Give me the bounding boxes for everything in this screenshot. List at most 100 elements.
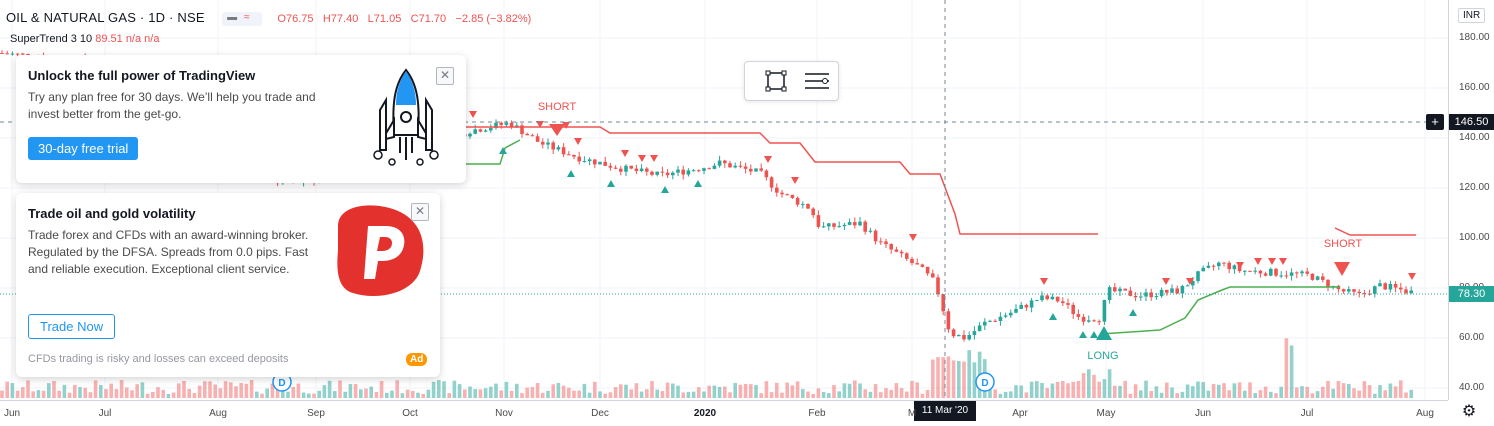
volume-bar <box>26 380 30 398</box>
candle-body <box>723 160 727 164</box>
volume-bar <box>1029 381 1034 398</box>
candle-body <box>1092 320 1096 322</box>
volume-bar <box>1347 383 1351 398</box>
sell-marker <box>1408 273 1416 280</box>
volume-bar <box>119 380 124 398</box>
candle-body <box>1165 289 1169 293</box>
candle-body <box>749 168 753 172</box>
volume-bar <box>827 393 831 398</box>
candle-body <box>1128 290 1133 296</box>
close-icon[interactable]: ✕ <box>411 203 429 221</box>
volume-bar <box>1206 390 1211 398</box>
candle-body <box>645 168 649 172</box>
candle-body <box>634 168 639 172</box>
volume-bar <box>1113 385 1117 398</box>
candle-body <box>1009 312 1013 316</box>
sell-marker <box>650 155 658 162</box>
gear-icon[interactable]: ⚙ <box>1461 403 1477 420</box>
candle-body <box>941 294 945 312</box>
candle-body <box>754 168 758 172</box>
close-icon[interactable]: ✕ <box>436 67 454 85</box>
crosshair-price-tag: 146.50 <box>1449 114 1494 130</box>
volume-bar <box>998 393 1003 398</box>
volume-bar <box>187 388 191 398</box>
volume-bar <box>62 384 67 398</box>
candle-body <box>1393 284 1398 288</box>
candle-body <box>785 194 789 196</box>
long-label: LONG <box>1087 350 1118 362</box>
sell-marker <box>1268 258 1276 265</box>
candle-body <box>905 253 909 259</box>
volume-bar <box>1243 390 1247 398</box>
sell-marker <box>909 234 917 241</box>
candle-body <box>998 316 1003 321</box>
time-axis[interactable]: 11 Mar '20 Jun Jul Aug Sep Oct Nov Dec 2020 Feb M… <box>0 400 1448 426</box>
settings-icon[interactable] <box>803 71 831 91</box>
volume-bar <box>629 389 633 398</box>
candle-body <box>780 192 784 195</box>
volume-bar <box>1191 386 1195 398</box>
candle-body <box>1362 293 1367 295</box>
volume-bar <box>171 392 176 398</box>
free-trial-button[interactable]: 30-day free trial <box>28 137 139 160</box>
supertrend-legend[interactable]: SuperTrend 3 10 89.51 n/a n/a <box>10 33 159 45</box>
volume-bar <box>67 392 72 398</box>
dividend-label: D <box>981 378 988 389</box>
volume-bar <box>1165 382 1169 398</box>
volume-bar <box>333 391 337 398</box>
price-chart[interactable]: SHORT SHORT LONG D D <box>0 0 1448 400</box>
candle-body <box>551 142 555 150</box>
volume-bar <box>889 389 893 398</box>
candle-body <box>707 168 711 170</box>
volume-bar <box>1258 390 1263 398</box>
volume-bar <box>1128 393 1133 398</box>
buy-marker <box>1049 313 1057 320</box>
currency-button[interactable]: INR <box>1458 8 1486 23</box>
buy-marker <box>694 180 702 187</box>
add-alert-button[interactable]: + <box>1426 114 1444 130</box>
candle-body <box>1269 268 1273 276</box>
candle-body <box>806 203 810 209</box>
candle-body <box>483 130 488 132</box>
volume-bar <box>873 384 878 398</box>
legend-toggle-pill[interactable]: ▬ ≈ <box>222 11 263 26</box>
time-tick-label: Apr <box>1012 408 1028 419</box>
volume-bar <box>343 391 347 398</box>
chart-area[interactable]: SHORT SHORT LONG D D <box>0 0 1448 400</box>
volume-bar <box>1248 382 1252 398</box>
buy-marker <box>661 186 669 193</box>
volume-bar <box>88 392 93 398</box>
candle-body <box>1024 304 1029 308</box>
volume-bar <box>385 392 389 398</box>
floating-toolbar[interactable] <box>744 61 839 101</box>
volume-bar <box>457 384 462 398</box>
volume-bar <box>801 389 805 398</box>
time-tick-label: Oct <box>402 408 418 419</box>
short-signal-marker <box>549 124 565 136</box>
candle-body <box>847 222 852 225</box>
candle-body <box>1274 268 1278 276</box>
symbol-title[interactable]: OIL & NATURAL GAS · 1D · NSE <box>6 10 205 25</box>
candle-body <box>686 170 691 175</box>
candle-body <box>1076 314 1081 317</box>
volume-bar <box>21 387 25 398</box>
volume-bar <box>125 387 129 398</box>
candle-body <box>759 168 763 171</box>
volume-bar <box>1310 393 1315 398</box>
candle-body <box>1154 296 1159 298</box>
candle-body <box>1087 320 1091 322</box>
volume-bar <box>1378 385 1382 398</box>
volume-bar <box>0 390 4 398</box>
candle-body <box>733 165 737 168</box>
candle-body <box>884 241 888 245</box>
promo-title: Unlock the full power of TradingView <box>28 68 256 83</box>
dividend-label: D <box>278 378 285 389</box>
rectangle-icon[interactable] <box>765 70 787 92</box>
candle-body <box>1123 288 1127 291</box>
price-axis[interactable]: INR 180.00160.00140.00120.00100.0080.006… <box>1448 0 1494 400</box>
candle-body <box>468 133 472 137</box>
trade-now-button[interactable]: Trade Now <box>28 314 116 339</box>
volume-bar <box>1185 384 1190 398</box>
candle-body <box>676 169 680 173</box>
volume-bar <box>1352 388 1356 398</box>
